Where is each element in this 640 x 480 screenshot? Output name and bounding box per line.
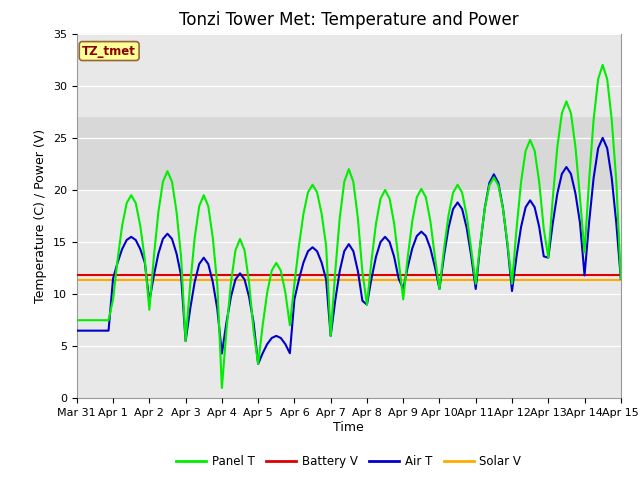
Y-axis label: Temperature (C) / Power (V): Temperature (C) / Power (V) bbox=[35, 129, 47, 303]
Text: TZ_tmet: TZ_tmet bbox=[82, 45, 136, 58]
Title: Tonzi Tower Met: Temperature and Power: Tonzi Tower Met: Temperature and Power bbox=[179, 11, 518, 29]
X-axis label: Time: Time bbox=[333, 421, 364, 434]
Legend: Panel T, Battery V, Air T, Solar V: Panel T, Battery V, Air T, Solar V bbox=[172, 450, 526, 473]
Bar bbox=[77, 117, 621, 190]
